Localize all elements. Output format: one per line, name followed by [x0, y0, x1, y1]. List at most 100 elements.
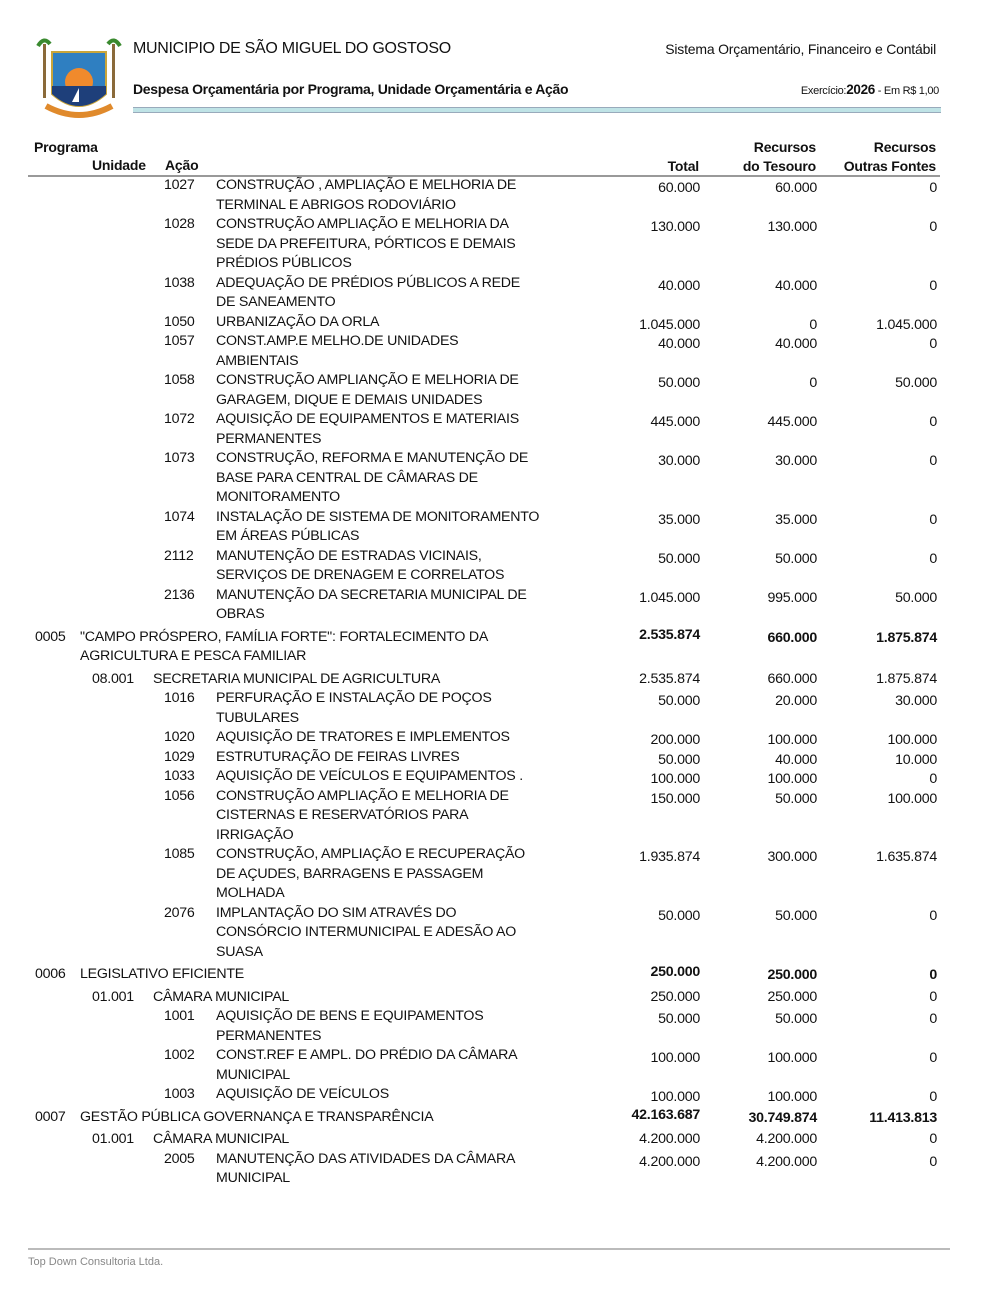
row-recursos-outras-fontes: 50.000	[895, 375, 937, 391]
row-recursos-outras-fontes: 100.000	[887, 790, 937, 807]
header-divider	[133, 107, 941, 113]
acao-row: 1033 AQUISIÇÃO DE VEÍCULOS E EQUIPAMENTOS…	[0, 767, 1000, 787]
row-code: 2076	[164, 904, 195, 921]
row-description: CONSTRUÇÃO , AMPLIAÇÃO E MELHORIA DE TER…	[216, 177, 517, 213]
row-description: CONST.AMP.E MELHO.DE UNIDADES AMBIENTAIS	[216, 333, 459, 369]
row-description: AQUISIÇÃO DE EQUIPAMENTOS E MATERIAIS PE…	[216, 411, 519, 447]
row-recursos-outras-fontes: 0	[929, 1011, 937, 1027]
row-recursos-tesouro: 4.200.000	[756, 1131, 817, 1147]
row-recursos-outras-fontes: 0	[929, 1050, 937, 1066]
col-tesouro-1: Recursos	[753, 139, 816, 155]
acao-row: 1001 AQUISIÇÃO DE BENS E EQUIPAMENTOS PER…	[0, 1007, 1000, 1046]
row-recursos-tesouro: 300.000	[767, 849, 817, 865]
row-total: 200.000	[650, 732, 700, 748]
municipal-coat-of-arms-logo	[36, 38, 122, 118]
row-recursos-outras-fontes: 30.000	[895, 693, 937, 709]
row-recursos-tesouro: 40.000	[775, 277, 817, 294]
row-code: 1038	[164, 274, 195, 291]
row-description: AQUISIÇÃO DE VEÍCULOS	[216, 1086, 389, 1102]
row-code: 1074	[164, 508, 195, 525]
row-code: 0006	[35, 966, 66, 982]
row-description: AQUISIÇÃO DE BENS E EQUIPAMENTOS PERMANE…	[216, 1008, 484, 1044]
row-recursos-outras-fontes: 0	[929, 180, 937, 196]
row-total: 250.000	[650, 988, 700, 1005]
row-total: 1.935.874	[639, 849, 700, 865]
row-recursos-tesouro: 0	[809, 316, 817, 333]
col-total: Total	[667, 158, 700, 174]
row-code: 0007	[35, 1108, 66, 1125]
row-recursos-tesouro: 30.000	[775, 453, 817, 469]
row-recursos-outras-fontes: 0	[929, 988, 937, 1005]
row-code: 2136	[164, 586, 195, 603]
row-recursos-tesouro: 4.200.000	[756, 1153, 817, 1170]
row-recursos-tesouro: 995.000	[767, 589, 817, 606]
row-recursos-outras-fontes: 10.000	[895, 751, 937, 768]
row-total: 100.000	[650, 1050, 700, 1066]
row-code: 01.001	[92, 988, 134, 1005]
row-recursos-outras-fontes: 0	[929, 453, 937, 469]
row-recursos-tesouro: 50.000	[775, 790, 817, 807]
row-code: 1028	[164, 216, 195, 232]
row-total: 50.000	[658, 751, 700, 768]
report-title: Despesa Orçamentária por Programa, Unida…	[133, 81, 569, 97]
row-code: 2005	[164, 1150, 195, 1167]
municipality-name: MUNICIPIO DE SÃO MIGUEL DO GOSTOSO	[133, 40, 451, 57]
row-description: CONST.REF E AMPL. DO PRÉDIO DA CÂMARA MU…	[216, 1047, 518, 1083]
row-total: 150.000	[650, 790, 700, 807]
currency-note: - Em R$ 1,00	[877, 85, 940, 97]
row-recursos-tesouro: 100.000	[767, 771, 817, 787]
row-total: 50.000	[658, 693, 700, 709]
row-description: MANUTENÇÃO DE ESTRADAS VICINAIS, SERVIÇO…	[216, 547, 505, 584]
row-total: 445.000	[650, 414, 700, 430]
acao-row: 1073 CONSTRUÇÃO, REFORMA E MANUTENÇÃO DE …	[0, 449, 1000, 508]
row-total: 100.000	[650, 1089, 700, 1105]
row-recursos-outras-fontes: 0	[929, 511, 937, 528]
row-recursos-outras-fontes: 1.875.874	[876, 629, 937, 646]
row-description: CÂMARA MUNICIPAL	[153, 1131, 290, 1147]
acao-row: 1050 URBANIZAÇÃO DA ORLA 1.045.000 0 1.045.0…	[0, 313, 1000, 333]
unidade-row: 01.001 CÂMARA MUNICIPAL 250.000 250.000 0	[0, 985, 1000, 1008]
row-recursos-outras-fontes: 0	[929, 1089, 937, 1105]
row-recursos-tesouro: 100.000	[767, 1050, 817, 1066]
row-recursos-outras-fontes: 0	[929, 336, 937, 352]
unidade-row: 01.001 CÂMARA MUNICIPAL 4.200.000 4.200.000…	[0, 1127, 1000, 1150]
row-recursos-outras-fontes: 0	[929, 414, 937, 430]
row-recursos-outras-fontes: 0	[929, 907, 937, 924]
acao-row: 1016 PERFURAÇÃO E INSTALAÇÃO DE POÇOS TUB…	[0, 689, 1000, 728]
row-code: 1072	[164, 411, 195, 427]
col-tesouro-2: do Tesouro	[742, 158, 816, 174]
row-total: 40.000	[658, 336, 700, 352]
row-total: 35.000	[658, 511, 700, 528]
row-recursos-tesouro: 100.000	[767, 732, 817, 748]
row-code: 1016	[164, 690, 195, 706]
row-total: 1.045.000	[639, 316, 700, 333]
row-code: 2112	[164, 547, 194, 564]
row-description: CONSTRUÇÃO AMPLIAÇÃO E MELHORIA DE CISTE…	[216, 787, 509, 843]
row-total: 4.200.000	[639, 1153, 700, 1170]
header-rule	[28, 175, 940, 177]
row-code: 08.001	[92, 670, 134, 687]
row-code: 1001	[164, 1008, 195, 1024]
row-total: 30.000	[658, 453, 700, 469]
acao-row: 1057 CONST.AMP.E MELHO.DE UNIDADES AMBIEN…	[0, 332, 1000, 371]
unidade-row: 08.001 SECRETARIA MUNICIPAL DE AGRICULTUR…	[0, 667, 1000, 690]
acao-row: 1074 INSTALAÇÃO DE SISTEMA DE MONITORAMEN…	[0, 508, 1000, 547]
row-description: ESTRUTURAÇÃO DE FEIRAS LIVRES	[216, 748, 460, 765]
row-description: SECRETARIA MUNICIPAL DE AGRICULTURA	[153, 670, 441, 687]
row-code: 1057	[164, 333, 195, 349]
row-recursos-outras-fontes: 0	[929, 550, 937, 567]
row-recursos-tesouro: 250.000	[767, 967, 817, 983]
acao-row: 1072 AQUISIÇÃO DE EQUIPAMENTOS E MATERIAI…	[0, 410, 1000, 449]
row-recursos-tesouro: 20.000	[775, 693, 817, 709]
row-code: 1056	[164, 787, 195, 804]
row-total: 42.163.687	[631, 1106, 700, 1123]
row-recursos-outras-fontes: 1.875.874	[876, 670, 937, 687]
acao-row: 1056 CONSTRUÇÃO AMPLIAÇÃO E MELHORIA DE C…	[0, 787, 1000, 846]
row-code: 1027	[164, 177, 195, 193]
programa-row: 0005 "CAMPO PRÓSPERO, FAMÍLIA FORTE": FOR…	[0, 625, 1000, 667]
acao-row: 1028 CONSTRUÇÃO AMPLIAÇÃO E MELHORIA DA S…	[0, 215, 1000, 274]
row-description: CONSTRUÇÃO, REFORMA E MANUTENÇÃO DE BASE…	[216, 450, 529, 505]
row-recursos-tesouro: 0	[809, 375, 817, 391]
row-recursos-outras-fontes: 0	[929, 1153, 937, 1170]
row-total: 2.535.874	[639, 670, 700, 687]
